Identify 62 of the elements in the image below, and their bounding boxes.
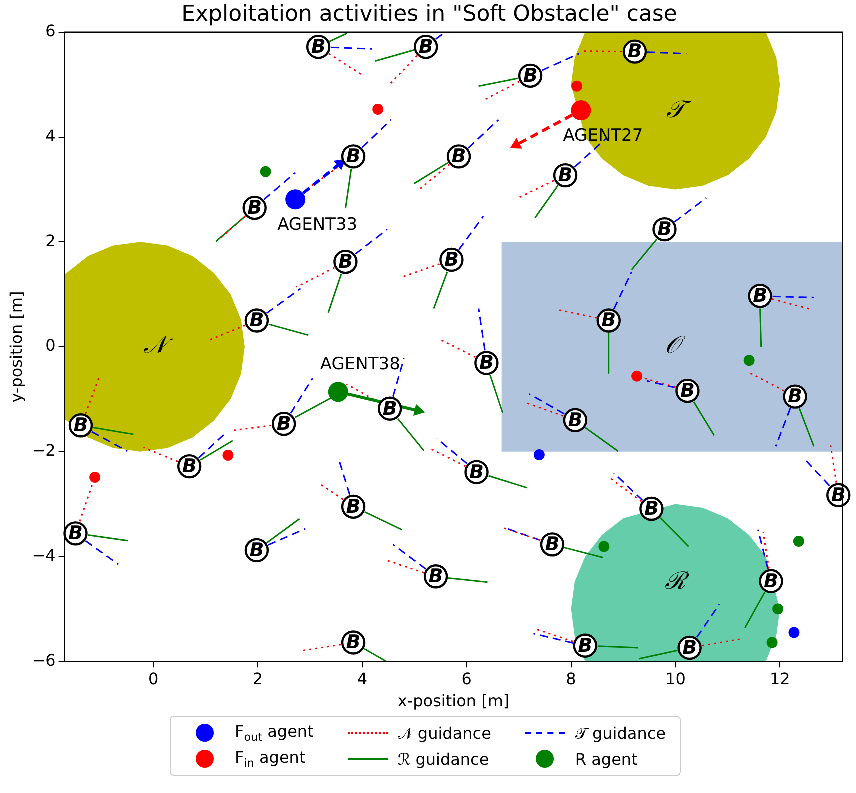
y-tick-label: −2 (32, 441, 56, 460)
data-label: B (444, 248, 459, 271)
x-tick-label: 0 (148, 669, 159, 688)
data-label: B (68, 522, 83, 545)
data-label: B (788, 386, 803, 408)
data-label: B (248, 196, 262, 219)
data-label: B (346, 146, 361, 168)
data-label: B (578, 634, 593, 657)
series-label: ℛ (665, 567, 690, 596)
y-tick-label: 2 (46, 231, 56, 250)
x-tick-label: 12 (770, 669, 790, 688)
y-tick-label: −6 (32, 650, 56, 670)
data-label: B (470, 461, 484, 484)
x-tick-label: 10 (666, 669, 686, 688)
y-tick-label: −4 (32, 546, 56, 565)
x-tick-label: 6 (462, 669, 472, 688)
data-label: B (382, 398, 398, 420)
legend-label: F$_{in}$ agent (235, 748, 306, 770)
series-label: 𝒪 (664, 331, 686, 360)
data-label: B (682, 636, 698, 659)
data-label: B (250, 539, 264, 562)
y-axis-title: y-position [m] (6, 291, 26, 403)
data-label: B (428, 566, 444, 588)
data-label: B (545, 534, 560, 556)
data-label: B (568, 409, 583, 432)
legend-label: 𝒩 guidance (398, 724, 492, 743)
annotation: AGENT33 (278, 215, 358, 236)
legend-label: 𝒯 guidance (575, 724, 666, 743)
data-label: B (418, 36, 434, 58)
x-tick-label: 4 (357, 669, 368, 688)
x-tick-label: 2 (252, 669, 264, 688)
data-label: B (628, 40, 642, 63)
data-label: B (311, 36, 326, 58)
data-label: B (338, 250, 353, 273)
data-label: B (276, 413, 292, 436)
data-label: B (558, 164, 573, 186)
y-tick-label: 6 (46, 22, 56, 41)
legend-label: R agent (575, 750, 638, 769)
data-label: B (602, 310, 616, 332)
data-label: B (523, 64, 538, 87)
data-label: B (479, 352, 494, 374)
x-tick-label: 8 (566, 669, 576, 688)
data-label: B (74, 414, 88, 437)
data-label: B (452, 146, 466, 168)
annotation: AGENT38 (320, 354, 400, 375)
data-label: B (658, 218, 672, 240)
legend-label: ℛ guidance (398, 750, 490, 769)
legend-label: F$_{out}$ agent (235, 722, 314, 744)
data-label: B (250, 310, 264, 332)
data-label: B (346, 496, 361, 518)
series-label: 𝒩 (143, 331, 174, 360)
data-label: B (764, 570, 779, 592)
series-label: 𝒯 (666, 95, 693, 124)
data-label: B (680, 380, 695, 402)
data-label: B (753, 285, 768, 308)
y-tick-label: 4 (46, 126, 56, 146)
y-tick-label: 0 (46, 336, 56, 356)
chart-title: Exploitation activities in "Soft Obstacle" case (182, 2, 678, 27)
data-label: B (346, 632, 361, 654)
x-axis-title: x-position [m] (398, 692, 510, 711)
data-label: B (644, 498, 659, 520)
data-label: B (182, 455, 197, 478)
